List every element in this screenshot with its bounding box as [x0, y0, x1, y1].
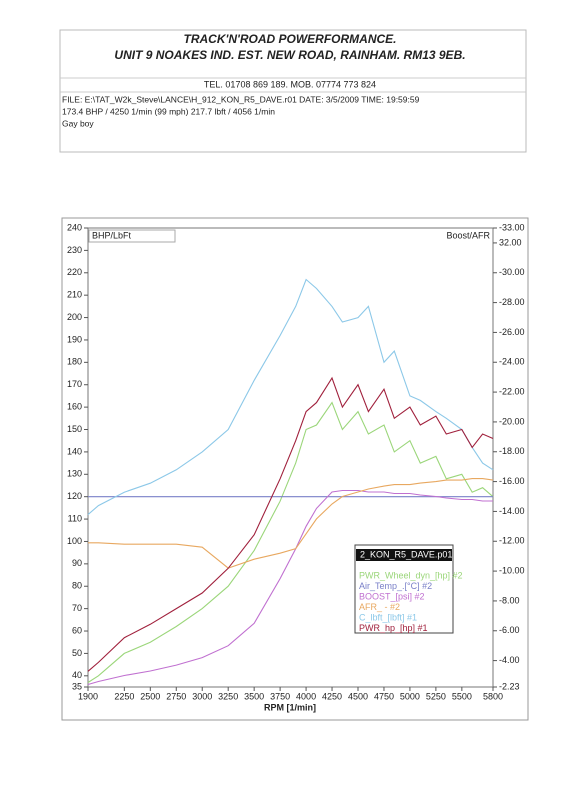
y-tick-label: 70: [72, 603, 82, 613]
y-tick-label: 40: [72, 670, 82, 680]
legend-title: 2_KON_R5_DAVE.p01: [360, 549, 452, 559]
company-address: UNIT 9 NOAKES IND. EST. NEW ROAD, RAINHA…: [114, 48, 465, 62]
x-tick-label: 5800: [483, 691, 503, 701]
y2-tick-label: -16.00: [499, 476, 525, 486]
legend-entry: C_lbft_[lbft] #1: [359, 612, 417, 622]
y2-tick-label: -18.00: [499, 446, 525, 456]
x-tick-label: 2250: [114, 691, 134, 701]
y-tick-label: 130: [67, 469, 82, 479]
note: Gay boy: [62, 118, 94, 128]
y-axis-label: BHP/LbFt: [92, 230, 132, 240]
y-tick-label: 110: [68, 513, 82, 523]
y2-tick-label: -2.23: [499, 681, 520, 691]
y2-tick-label: -12.00: [499, 536, 525, 546]
x-tick-label: 5000: [400, 691, 420, 701]
y2-axis-label: Boost/AFR: [446, 230, 490, 240]
y2-tick-label: -33.00: [499, 222, 525, 232]
y2-tick-label: -26.00: [499, 327, 525, 337]
y-label-box: [88, 229, 176, 243]
y2-tick-label: -10.00: [499, 565, 525, 575]
y-tick-label: 120: [67, 491, 82, 501]
legend-entry: Air_Temp_.[°C] #2: [359, 581, 432, 591]
company-name: TRACK'N'ROAD POWERFORMANCE.: [183, 32, 396, 46]
file-info: FILE: E:\TAT_W2k_Steve\LANCE\H_912_KON_R…: [62, 94, 420, 104]
x-tick-label: 4250: [322, 691, 342, 701]
chart-frame: [61, 217, 529, 721]
y-tick-label: 180: [67, 357, 82, 367]
y-tick-label: 240: [67, 222, 82, 232]
series-line: [87, 278, 494, 516]
legend-entry: PWR_Wheel_dyn_[hp] #2: [359, 570, 463, 580]
y-tick-label: 160: [67, 401, 82, 411]
y2-tick-label: -28.00: [499, 297, 525, 307]
legend-entry: BOOST_[psi] #2: [359, 591, 425, 601]
peak-info: 173.4 BHP / 4250 1/min (99 mph) 217.7 lb…: [62, 106, 275, 116]
legend-entry: AFR_ - #2: [359, 602, 400, 612]
x-axis-label: RPM [1/min]: [264, 702, 316, 712]
x-tick-label: 1900: [78, 691, 98, 701]
x-tick-label: 4000: [296, 691, 316, 701]
y2-tick-label: -24.00: [499, 357, 525, 367]
legend-header: [356, 549, 452, 561]
x-tick-label: 3250: [218, 691, 238, 701]
y-tick-label: 35: [72, 681, 82, 691]
y-tick-label: 60: [72, 625, 82, 635]
x-tick-label: 2750: [166, 691, 186, 701]
x-tick-label: 4500: [348, 691, 368, 701]
y-tick-label: 150: [67, 424, 82, 434]
y2-tick-label: -22.00: [499, 386, 525, 396]
series-line: [87, 489, 493, 686]
series-line: [88, 478, 494, 569]
header-box: [59, 29, 527, 153]
y-tick-label: 170: [67, 379, 82, 389]
y2-tick-label: -6.00: [499, 625, 520, 635]
series-line: [87, 401, 494, 683]
plot-area: [87, 227, 494, 688]
y-tick-label: 80: [72, 581, 82, 591]
y2-tick-label: -8.00: [499, 595, 520, 605]
x-tick-label: 3500: [244, 691, 264, 701]
y-tick-label: 190: [67, 334, 82, 344]
y-tick-label: 200: [67, 312, 82, 322]
legend: 2_KON_R5_DAVE.p01 PWR_Wheel_dyn_[hp] #2A…: [354, 544, 463, 634]
company-phone: TEL. 01708 869 189. MOB. 07774 773 824: [204, 79, 376, 89]
x-tick-label: 4750: [374, 691, 394, 701]
x-tick-label: 3750: [270, 691, 290, 701]
y-tick-label: 220: [67, 267, 82, 277]
y-tick-label: 50: [72, 648, 82, 658]
x-tick-label: 5500: [452, 691, 472, 701]
y2-tick-label: -30.00: [499, 267, 525, 277]
legend-entry: PWR_hp_[hp] #1: [359, 623, 428, 633]
x-tick-label: 5250: [426, 691, 446, 701]
x-tick-label: 2500: [140, 691, 160, 701]
y2-tick-label: -14.00: [499, 506, 525, 516]
series-line: [87, 376, 494, 672]
x-tick-label: 3000: [192, 691, 212, 701]
y-tick-label: 90: [72, 558, 82, 568]
y2-tick-label: 32.00: [499, 237, 522, 247]
y-tick-label: 100: [67, 536, 82, 546]
y2-tick-label: -4.00: [499, 655, 520, 665]
y-tick-label: 230: [67, 245, 82, 255]
y2-tick-label: -20.00: [499, 416, 525, 426]
y-tick-label: 210: [67, 290, 82, 300]
y-tick-label: 140: [67, 446, 82, 456]
